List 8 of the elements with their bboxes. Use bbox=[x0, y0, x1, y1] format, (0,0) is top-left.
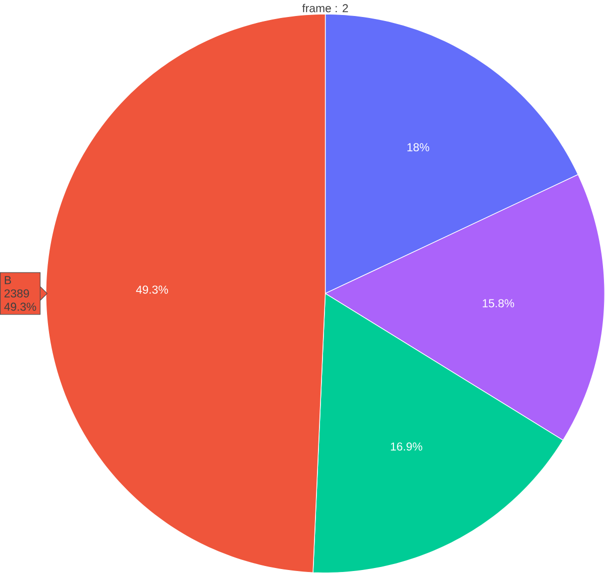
text: 49.3% bbox=[4, 302, 36, 311]
slice-label: B bbox=[4, 276, 11, 284]
text: 2389 bbox=[4, 289, 29, 298]
data-label: 15.8% bbox=[482, 299, 514, 308]
data-label: 18% bbox=[407, 143, 430, 152]
data-label: 49.3% bbox=[136, 286, 168, 294]
chart-title: frame : 2 bbox=[302, 4, 348, 12]
data-label: 16.9% bbox=[390, 442, 422, 451]
